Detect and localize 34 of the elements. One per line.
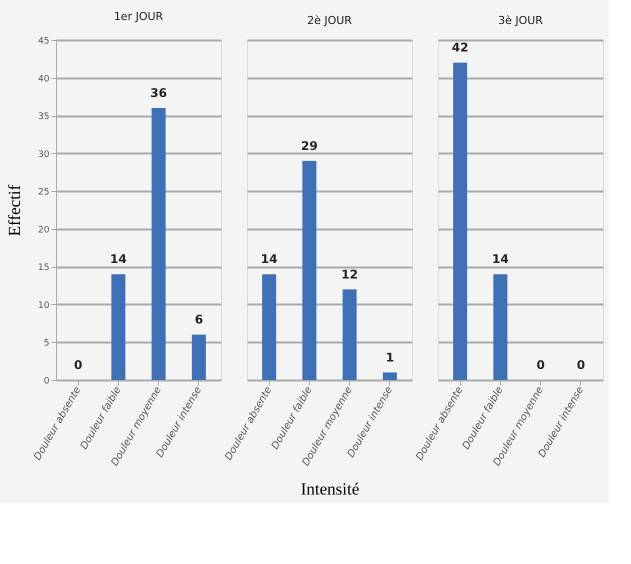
bar	[262, 274, 276, 380]
bar	[382, 372, 397, 380]
data-label: 36	[150, 86, 167, 100]
data-label: 12	[341, 267, 358, 282]
bar	[192, 334, 206, 380]
y-tick-label: 20	[38, 225, 50, 236]
data-label: 14	[110, 252, 127, 266]
y-tick-label: 0	[44, 376, 50, 386]
bar	[152, 108, 166, 380]
data-label: 0	[576, 358, 586, 372]
data-label: 42	[452, 40, 468, 55]
y-tick-label: 15	[38, 263, 50, 274]
y-tick-label: 25	[38, 188, 50, 198]
y-tick-label: 5	[44, 338, 50, 349]
data-label: 29	[301, 138, 318, 153]
data-label: 14	[492, 252, 509, 266]
bar	[111, 274, 126, 380]
bar	[302, 160, 316, 380]
y-tick-label: 30	[38, 150, 50, 160]
chart-title: 2è JOUR	[307, 14, 352, 27]
data-label: 0	[536, 358, 545, 372]
y-axis-title: Effectif	[5, 184, 24, 236]
y-tick-label: 35	[38, 112, 50, 122]
chart-title: 1er JOUR	[114, 10, 164, 23]
bar	[342, 289, 357, 380]
chart-title: 3è JOUR	[498, 14, 544, 27]
y-tick-label: 40	[38, 74, 50, 84]
data-label: 14	[260, 252, 278, 266]
data-label: 0	[74, 358, 82, 372]
data-label: 1	[386, 350, 394, 364]
y-tick-label: 10	[38, 300, 50, 311]
data-label: 6	[194, 312, 204, 327]
y-tick-label: 45	[38, 36, 50, 46]
x-axis-title: Intensité	[300, 479, 360, 498]
